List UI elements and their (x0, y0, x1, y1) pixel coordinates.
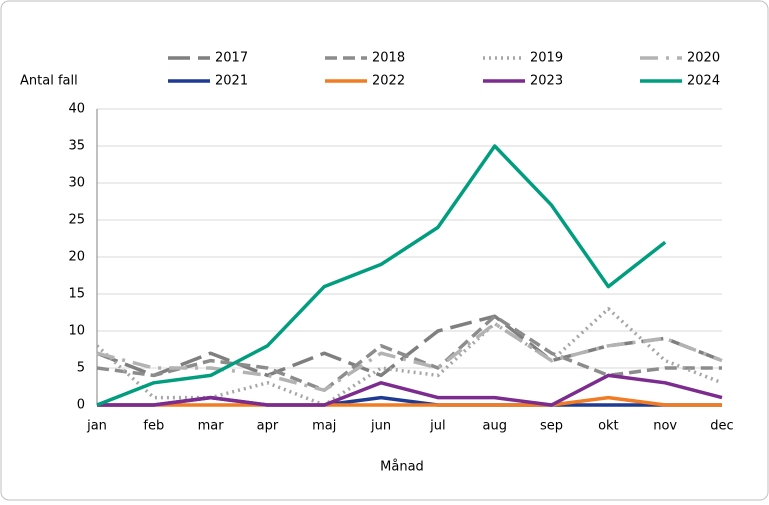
legend-label: 2024 (687, 74, 720, 89)
legend-label: 2022 (372, 74, 405, 89)
y-tick-label: 25 (68, 213, 85, 228)
series-line (95, 307, 723, 407)
y-tick-label: 40 (68, 102, 85, 117)
y-tick-label: 5 (77, 361, 85, 376)
x-tick-label: apr (257, 419, 279, 434)
x-tick-label: maj (312, 419, 336, 434)
series-line (97, 395, 722, 407)
x-tick-label: sep (540, 419, 563, 434)
legend-label: 2018 (372, 51, 405, 66)
x-axis-label: Månad (380, 460, 424, 475)
series-line (97, 373, 723, 407)
x-tick-label: mar (198, 419, 225, 434)
y-tick-label: 0 (77, 398, 85, 413)
x-tick-label: okt (598, 419, 619, 434)
x-tick-label: nov (653, 419, 677, 434)
x-tick-label: feb (143, 419, 164, 434)
x-tick-label: jan (86, 419, 107, 434)
y-tick-label: 10 (68, 324, 85, 339)
series-line (96, 321, 723, 392)
legend-label: 2021 (215, 74, 248, 89)
legend-label: 2019 (530, 51, 563, 66)
y-tick-label: 20 (68, 250, 85, 265)
x-tick-label: aug (482, 419, 506, 434)
x-tick-label: dec (710, 419, 733, 434)
y-tick-label: 15 (68, 287, 85, 302)
y-tick-label: 35 (68, 139, 85, 154)
y-tick-label: 30 (68, 176, 85, 191)
legend-label: 2017 (215, 51, 248, 66)
x-tick-label: jul (429, 419, 445, 434)
series-line (96, 314, 722, 392)
series-line (96, 144, 667, 407)
legend-label: 2020 (687, 51, 720, 66)
legend-label: 2023 (530, 74, 563, 89)
y-axis-label: Antal fall (20, 74, 78, 89)
x-tick-label: jun (370, 419, 391, 434)
